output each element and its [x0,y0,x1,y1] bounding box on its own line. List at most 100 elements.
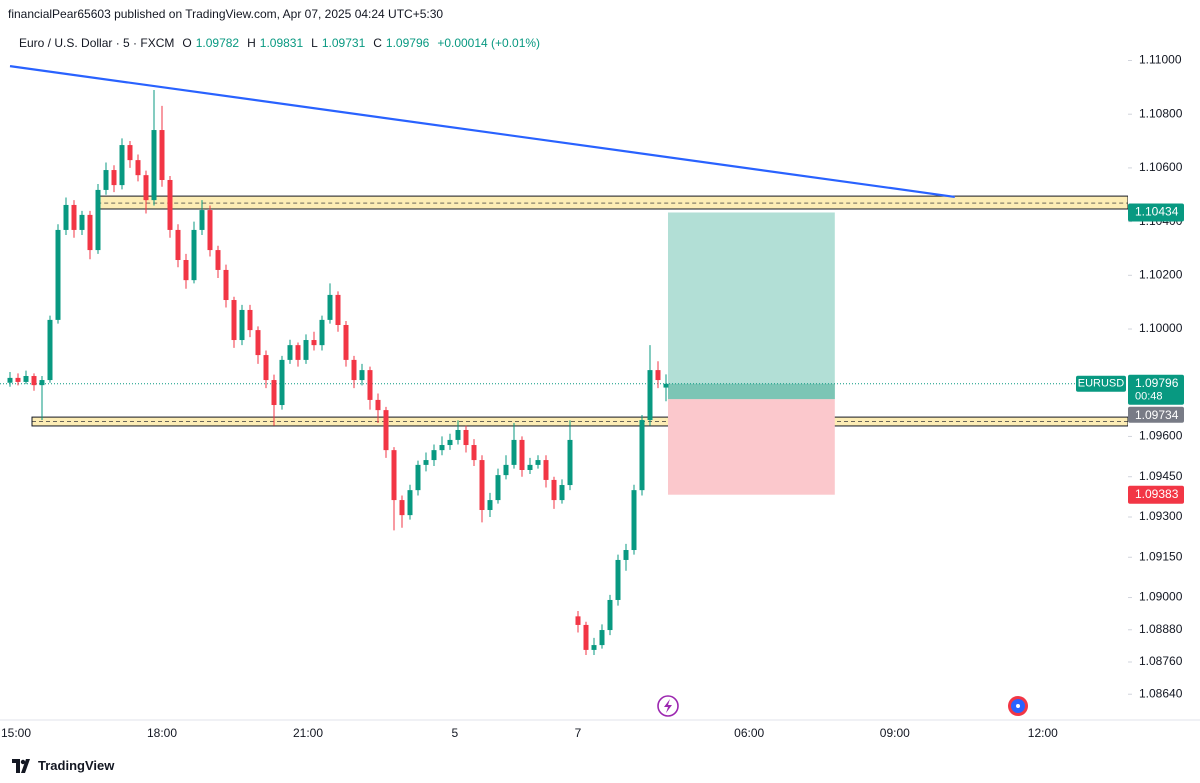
price-tag [1128,406,1184,423]
ohlc-label: H [247,36,256,50]
x-tick-label: 18:00 [147,726,177,740]
stop-area [668,399,835,495]
candle-body [79,214,85,230]
candle-body [143,175,149,201]
ohlc-value: 1.09796 [385,36,430,50]
candle-body [479,460,485,511]
calendar-icon[interactable] [1008,696,1028,716]
candle-body [455,429,461,440]
price-tag-label: 1.09796 [1135,376,1179,390]
logo [12,758,30,773]
candle-body [247,309,253,331]
candle-body [223,269,229,301]
candle-body [199,210,205,230]
candle-body [575,616,581,625]
y-tick-label: 1.10000 [1139,321,1183,335]
candle-body [167,179,173,230]
candle-body [471,445,477,461]
candle-body [231,300,237,341]
candle-body [311,340,317,346]
y-tick-label: 1.09600 [1139,429,1183,443]
ohlc-label: C [373,36,382,50]
y-tick-label: 1.09450 [1139,469,1183,483]
brand: TradingView [38,758,115,773]
candle-body [279,359,285,406]
symbol: Euro / U.S. Dollar · 5 · FXCM [19,36,175,50]
candle-body [215,250,221,270]
candle-body [31,376,37,386]
candle-body [615,559,621,600]
candle-body [607,599,613,631]
candle-body [135,160,141,176]
price-tag-label: 1.09383 [1135,487,1179,501]
candle-body [263,355,269,381]
x-tick-label: 06:00 [734,726,764,740]
candle-body [207,210,213,251]
candle-body [303,340,309,360]
x-tick-label: 12:00 [1028,726,1058,740]
candle-body [23,376,29,382]
candle-body [463,429,469,446]
candle-body [407,490,413,516]
candle-body [87,214,93,251]
y-tick-label: 1.09150 [1139,549,1183,563]
candle-body [503,464,509,476]
y-tick-label: 1.10200 [1139,267,1183,281]
candle-body [391,450,397,501]
x-tick-label: 5 [451,726,458,740]
candle-body [95,189,101,251]
y-tick-label: 1.10800 [1139,106,1183,120]
candle-body [327,294,333,320]
replay-icon[interactable] [657,695,679,717]
y-tick-label: 1.08640 [1139,686,1183,700]
candle-body [71,204,77,230]
candle-body [591,645,597,650]
candle-body [487,500,493,511]
price-tag [1128,485,1184,504]
candle-body [647,370,653,421]
y-tick-label: 1.10600 [1139,160,1183,174]
candle-body [383,410,389,451]
symbol-tag-label: EURUSD [1078,378,1125,390]
candle-body [239,309,245,341]
candle-body [543,460,549,480]
x-tick-label: 7 [575,726,582,740]
candle-body [599,630,605,646]
open-pnl [668,383,835,400]
x-tick-label: 15:00 [1,726,31,740]
candle-body [47,319,53,381]
candle-body [567,439,573,486]
change: +0.00014 (+0.01%) [437,36,541,50]
candle-body [111,170,117,186]
candle-body [559,485,565,501]
candle-body [583,624,589,650]
ohlc-value: 1.09831 [259,36,304,50]
candle-body [399,500,405,516]
zone [96,195,1128,210]
candle-body [343,324,349,360]
candle-body [255,330,261,356]
candle-body [527,464,533,470]
candle-body [183,260,189,281]
candle-body [631,490,637,551]
candle-body [655,370,661,381]
ohlc-value: 1.09782 [195,36,240,50]
candle-body [271,380,277,406]
candle-body [551,479,557,501]
legend: Euro / U.S. Dollar · 5 · FXCM O 1.09782 H… [19,36,544,50]
ohlc-value: 1.09731 [321,36,366,50]
target-area [668,212,835,400]
footer: TradingView [12,758,114,773]
price-tag [1128,203,1184,222]
price-tag-label: 1.09734 [1135,408,1179,422]
candle-body [623,550,629,560]
candle-body [15,377,21,382]
candle-body [663,383,669,388]
candle-body [519,439,525,470]
x-tick-label: 21:00 [293,726,323,740]
candle-body [39,380,45,386]
candle-body [447,439,453,446]
candle-body [63,204,69,230]
candle-body [287,345,293,360]
candle-body [439,445,445,451]
